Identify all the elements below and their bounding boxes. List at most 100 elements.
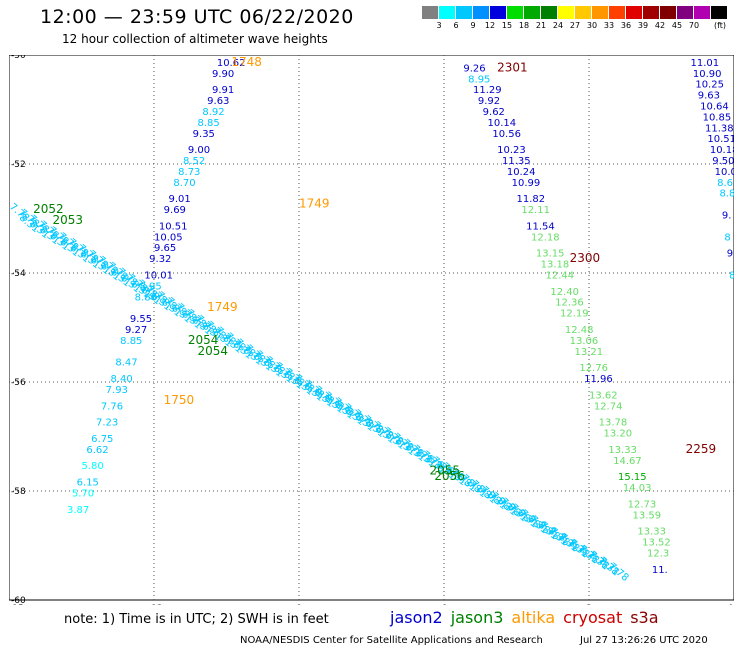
wave-height-value: 9.90 [212,69,234,80]
wave-height-value: 13.21 [575,347,604,358]
color-swatch [422,6,439,19]
wave-height-value: 8.47 [115,358,137,369]
lon-tick-label: -12 [148,604,163,605]
wave-height-value: 11.82 [517,194,546,205]
color-swatch [507,6,524,19]
color-scale-label: 42 [654,21,666,30]
wave-height-value: 9.63 [698,91,720,102]
chart-title: 12:00 — 23:59 UTC 06/22/2020 [40,6,354,28]
wave-height-value: 12.11 [521,205,550,216]
altimeter-tracks: 10.629.909.919.638.928.859.359.008.528.7… [9,58,734,584]
wave-height-value: 13.33 [637,527,666,538]
wave-height-value: 10.62 [217,58,246,69]
lat-tick-label: -60 [11,596,26,605]
color-swatch [558,6,575,19]
wave-height-value: 8.95 [140,281,162,292]
lon-tick-label: -6 [438,604,447,605]
wave-height-value: 13.20 [604,429,633,440]
pass-time-label: 2056 [434,469,465,483]
pass-time-label: 2054 [188,333,219,347]
pass-time-label: 2301 [497,60,528,74]
color-swatch [694,6,711,19]
wave-height-value: 12.36 [555,298,584,309]
legend-entry-altika: altika [511,608,556,627]
lon-tick-label: 0 [728,604,734,605]
color-swatch [473,6,490,19]
footnote: note: 1) Time is in UTC; 2) SWH is in fe… [64,612,329,627]
wave-height-value: 11. [652,565,668,576]
pass-time-label: 2300 [570,251,601,265]
wave-height-value: 12.44 [546,270,575,281]
legend-entry-jason2: jason2 [390,608,443,627]
axis-ticks: -15 -12 -9 -6 -3 0 -50 -52 -54 -56 -58 -60 [9,55,734,605]
color-scale-label: 6 [453,21,459,30]
color-swatch [524,6,541,19]
color-scale-label: 45 [671,21,683,30]
pass-time-label: 2259 [686,442,717,456]
wave-height-value: 8.6 [717,178,733,189]
wave-height-value: 10.51 [707,134,734,145]
wave-height-value: 11.01 [691,58,720,69]
wave-height-value: 7.23 [96,418,118,429]
wave-height-value: 9.69 [164,205,186,216]
wave-height-value: 11.96 [584,374,613,385]
wave-height-value: 12.74 [594,401,623,412]
legend-entry-cryosat: cryosat [563,608,623,627]
color-scale-label: 33 [603,21,615,30]
color-scale-label: 9 [470,21,476,30]
wave-height-value: 10.05 [154,232,183,243]
wave-height-value: 10.14 [488,118,517,129]
wave-height-value: 13.59 [633,510,662,521]
wave-height-value: 13.52 [642,538,671,549]
chart-subtitle: 12 hour collection of altimeter wave hei… [62,32,328,46]
color-swatch [490,6,507,19]
wave-height-value: 6.15 [77,478,99,489]
wave-height-value: 10.24 [507,167,536,178]
lon-tick-label: -3 [583,604,592,605]
wave-height-value: 9.92 [478,96,500,107]
wave-height-value: 8.85 [120,336,142,347]
wave-height-value: 10.18 [710,145,734,156]
color-swatch [592,6,609,19]
wave-height-value: 10.0 [715,167,734,178]
color-swatch [439,6,456,19]
wave-height-value: 8.85 [198,118,220,129]
wave-height-value: 12.48 [565,325,594,336]
color-scale-label: 39 [637,21,649,30]
map-grid [9,55,734,600]
wave-height-value: 3.87 [67,505,89,516]
wave-height-value: 13.33 [608,445,637,456]
wave-height-value: 5.80 [82,461,104,472]
color-swatch [660,6,677,19]
legend-entry-s3a: s3a [630,608,659,627]
color-scale-label: 18 [518,21,530,30]
color-swatch [643,6,660,19]
color-scale-unit: (ft) [713,21,727,30]
color-swatch [541,6,558,19]
wave-height-value: 10.56 [492,129,521,140]
wave-height-map: -15-12-9-6-30-50-52-54-56-58-60 10.629.9… [9,55,734,605]
pass-time-label: 1749 [207,300,238,314]
color-swatch [677,6,694,19]
wave-height-value: 9 [727,249,733,260]
wave-height-value: 9. [722,211,732,222]
wave-height-value: 9.27 [125,325,147,336]
color-scale-label: 30 [586,21,598,30]
lat-tick-label: -50 [11,55,26,61]
wave-height-value: 9.62 [483,107,505,118]
wave-height-value: 13.15 [536,249,565,260]
lat-tick-label: -52 [11,160,26,170]
pass-time-label: 2055 [430,464,461,478]
wave-height-value: 9.91 [212,85,234,96]
wave-height-value: 12.73 [628,499,657,510]
wave-height-value: 9.32 [149,254,171,265]
wave-height-value: 6.62 [86,445,108,456]
map-frame [9,55,734,601]
wave-height-value: 9.01 [169,194,191,205]
wave-height-value: 10.25 [695,80,724,91]
wave-height-value: 12.40 [550,287,579,298]
wave-height-value: 8.92 [202,107,224,118]
wave-height-value: 10.64 [700,102,729,113]
lat-tick-label: -54 [11,269,26,279]
